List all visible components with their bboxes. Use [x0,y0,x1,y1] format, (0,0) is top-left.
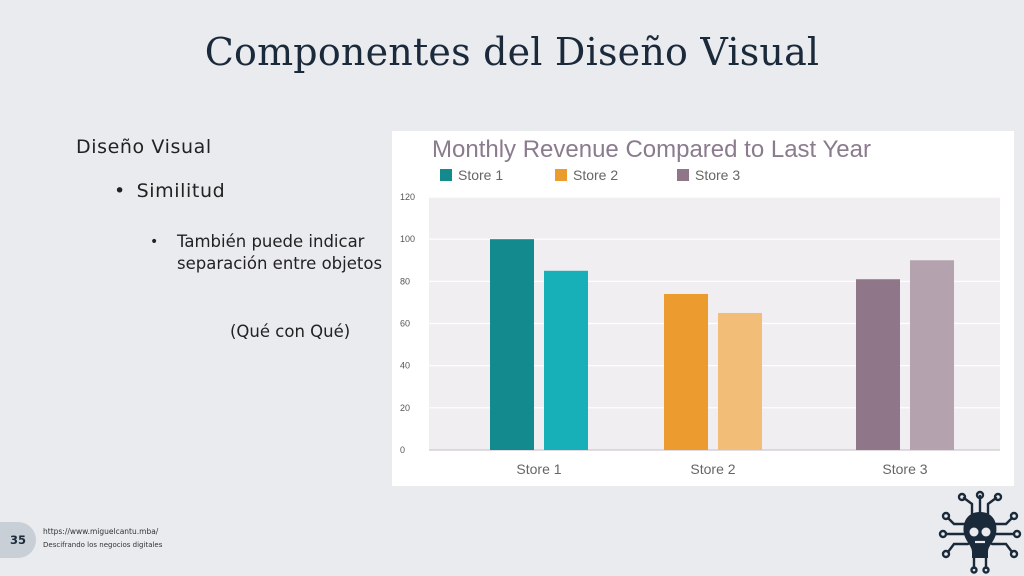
y-tick-label: 80 [400,276,410,286]
section-heading: Diseño Visual [76,136,212,158]
legend-label: Store 1 [458,167,503,183]
bar [856,279,900,450]
bar-chart: Monthly Revenue Compared to Last Year Sto… [392,131,1014,486]
y-tick-label: 40 [400,361,410,371]
legend-label: Store 2 [573,167,618,183]
footer-url: https://www.miguelcantu.mba/ [43,527,159,536]
bar [718,312,762,450]
x-tick-label: Store 1 [516,461,561,477]
bullet-dot: • [150,234,159,250]
bar [490,239,534,450]
x-tick-label: Store 2 [690,461,735,477]
page-number: 35 [0,522,36,558]
bullet-dot: • [114,180,126,202]
bullet-level1: • Similitud [114,180,225,202]
legend-swatch [555,169,567,181]
slide-title: Componentes del Diseño Visual [204,30,820,74]
bullet-level2-text: También puede indicar separación entre o… [177,232,383,273]
note-text: (Qué con Qué) [230,322,351,341]
chart-svg: Monthly Revenue Compared to Last Year Sto… [400,136,1000,477]
y-tick-label: 20 [400,403,410,413]
x-tick-label: Store 3 [882,461,927,477]
bullet-level2: • También puede indicar separación entre… [150,231,390,275]
bar [910,260,954,450]
y-tick-label: 120 [400,192,415,202]
chart-title: Monthly Revenue Compared to Last Year [432,136,871,163]
legend-swatch [677,169,689,181]
legend-label: Store 3 [695,167,740,183]
legend-swatch [440,169,452,181]
y-tick-label: 60 [400,319,410,329]
footer-tagline: Descifrando los negocios digitales [43,541,163,549]
slide-content: Diseño Visual • Similitud • También pued… [76,136,386,341]
bar [664,293,708,450]
y-tick-label: 100 [400,234,415,244]
y-tick-label: 0 [400,445,405,455]
bullet-level1-text: Similitud [136,180,226,202]
bar [544,270,588,450]
bulb-circuit-robot-icon [938,490,1022,574]
